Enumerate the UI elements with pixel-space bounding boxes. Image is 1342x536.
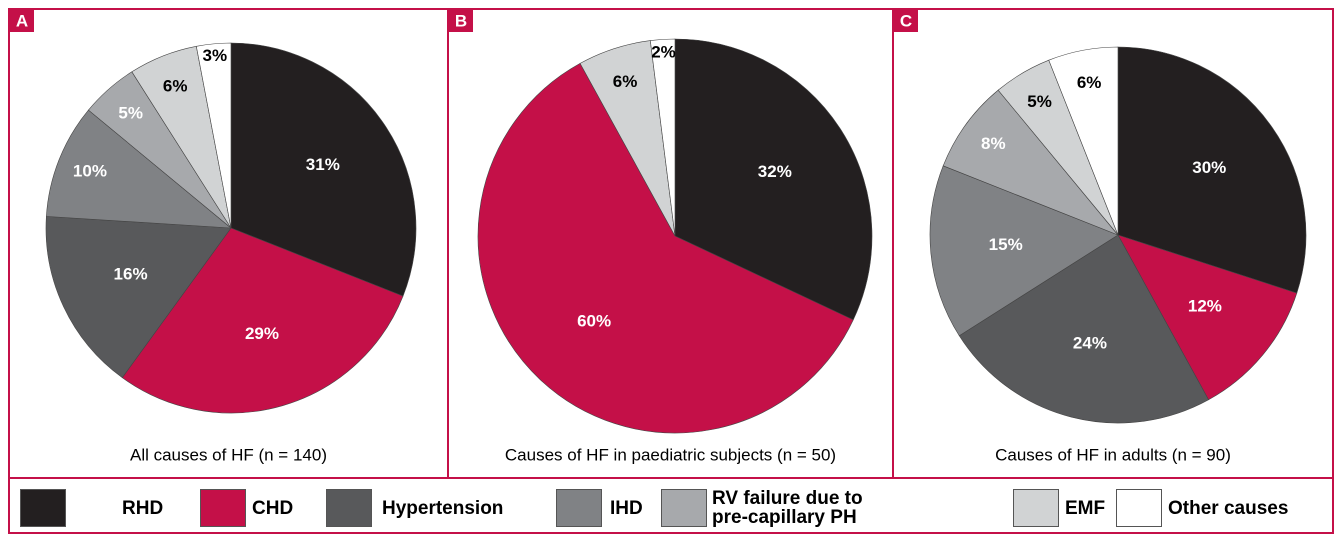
legend-label: RV failure due to pre-capillary PH [712,488,863,528]
legend-swatch [1013,489,1059,527]
slice-label: 5% [1027,92,1052,111]
pie-slice [195,42,232,229]
legend-item: EMF [1013,488,1105,528]
pie-slice [121,227,404,414]
slice-label: 30% [1192,158,1226,177]
slice-label: 16% [114,265,148,284]
slice-label: 6% [163,76,188,95]
slice-label: 32% [758,162,792,181]
frame [8,8,1334,534]
legend-label: Other causes [1168,497,1289,519]
slice-label: 8% [981,134,1006,153]
legend-label: IHD [610,497,643,519]
legend-label: CHD [252,497,294,519]
legend-swatch [1116,489,1162,527]
chart-title: Causes of HF in paediatric subjects (n =… [505,445,836,464]
panel-badge [449,10,473,32]
legend-item: Hypertension [326,488,503,528]
legend-label: RHD [122,497,164,519]
legend-item: RHD [20,488,163,528]
slice-label: 60% [577,312,611,331]
pie-slice [46,109,232,229]
legend-item: CHD [200,488,293,528]
pie-slice [958,234,1209,424]
slice-label: 31% [306,155,340,174]
slice-label: 10% [73,162,107,181]
legend-swatch [20,489,66,527]
slice-label: 24% [1073,334,1107,353]
pie-slice [1117,46,1307,294]
slice-label: 6% [613,72,638,91]
pie-slice [942,89,1119,236]
panel-badge [894,10,918,32]
legend-item: IHD [556,488,643,528]
panel-label: B [455,11,467,30]
pie-slice [230,42,417,297]
panel-badge [10,10,34,32]
pie-slice [674,38,873,321]
legend-swatch [661,489,707,527]
pie-slice [45,216,232,379]
legend-item: RV failure due to pre-capillary PH [661,488,892,528]
pie-slice [477,62,854,434]
slice-label: 12% [1188,296,1222,315]
chart-title: Causes of HF in adults (n = 90) [995,445,1231,464]
legend-swatch [556,489,602,527]
legend-label: EMF [1065,497,1106,519]
slice-label: 15% [989,235,1023,254]
slice-label: 29% [245,324,279,343]
slice-label: 5% [118,104,143,123]
legend-label: Hypertension [382,497,504,519]
slice-label: 3% [203,46,228,65]
slice-label: 2% [651,43,676,62]
legend-swatch [200,489,246,527]
pie-slice [929,165,1119,337]
legend-item: Other causes [1116,488,1288,528]
legend-swatch [326,489,372,527]
pie-slice [1117,234,1298,401]
panel-label: C [900,11,912,30]
slice-label: 6% [1077,73,1102,92]
pie-slice [649,38,676,237]
panel-label: A [16,11,28,30]
pie-slice [1048,46,1119,236]
chart-title: All causes of HF (n = 140) [130,445,327,464]
